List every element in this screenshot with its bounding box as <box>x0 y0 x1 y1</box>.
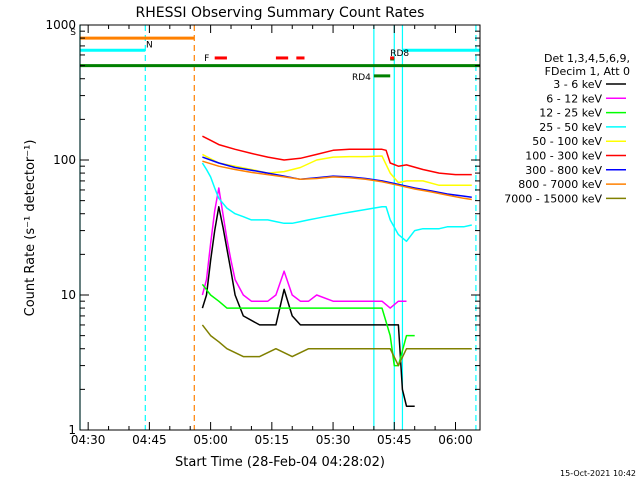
legend-label-2: 12 - 25 keV <box>539 107 602 120</box>
legend-label-1: 6 - 12 keV <box>546 92 602 105</box>
flag-label-4: RD4 <box>352 73 371 83</box>
legend-label-6: 300 - 800 keV <box>525 164 602 177</box>
flag-label-5: RD8 <box>390 49 409 59</box>
legend: Det 1,3,4,5,6,9,FDecim 1, Att 03 - 6 keV… <box>504 52 630 205</box>
series-line-5 <box>202 135 472 176</box>
generation-timestamp: 15-Oct-2021 10:42 <box>560 469 636 478</box>
legend-label-4: 50 - 100 keV <box>532 135 602 148</box>
legend-header-1: FDecim 1, Att 0 <box>545 65 630 78</box>
series-lines <box>201 135 472 407</box>
series-line-7 <box>202 160 472 201</box>
series-line-4 <box>202 153 472 187</box>
x-tick-label-0: 04:30 <box>71 433 106 447</box>
legend-label-3: 25 - 50 keV <box>539 121 602 134</box>
series-line-3 <box>201 162 472 243</box>
plot-frame <box>79 24 481 431</box>
x-tick-label-5: 05:45 <box>377 433 412 447</box>
legend-label-0: 3 - 6 keV <box>553 78 602 91</box>
series-line-1 <box>201 187 407 309</box>
y-tick-label-3: 1000 <box>45 18 76 32</box>
series-line-8 <box>201 324 472 367</box>
y-axis-label: Count Rate (s⁻¹ detector⁻¹) <box>23 140 38 317</box>
x-tick-label-4: 05:30 <box>316 433 351 447</box>
flag-label-1: N <box>146 40 153 50</box>
x-axis-label: Start Time (28-Feb-04 04:28:02) <box>175 455 385 470</box>
x-tick-label-1: 04:45 <box>132 433 167 447</box>
series-line-2 <box>201 283 415 367</box>
x-tick-label-6: 06:00 <box>438 433 473 447</box>
series-line-6 <box>202 156 472 198</box>
legend-label-5: 100 - 300 keV <box>525 150 602 163</box>
y-tick-label-0: 1 <box>68 423 76 437</box>
y-tick-label-1: 10 <box>61 288 76 302</box>
y-tick-label-2: 100 <box>53 153 76 167</box>
flag-bars: S N RD4 RD8 F <box>70 28 480 83</box>
flag-label-0: S <box>70 28 76 38</box>
legend-header-0: Det 1,3,4,5,6,9, <box>544 52 630 65</box>
vertical-marker-lines <box>79 25 477 430</box>
flare-flag-label: F <box>204 54 209 64</box>
x-tick-label-2: 05:00 <box>193 433 228 447</box>
series-line-0 <box>201 206 415 407</box>
legend-label-7: 800 - 7000 keV <box>518 178 602 191</box>
axes: 04:30 04:45 05:00 05:15 05:30 05:45 06:00 1 10 10… <box>45 18 480 447</box>
legend-label-8: 7000 - 15000 keV <box>504 192 602 205</box>
x-tick-label-3: 05:15 <box>255 433 290 447</box>
chart-title: RHESSI Observing Summary Count Rates <box>136 5 425 21</box>
